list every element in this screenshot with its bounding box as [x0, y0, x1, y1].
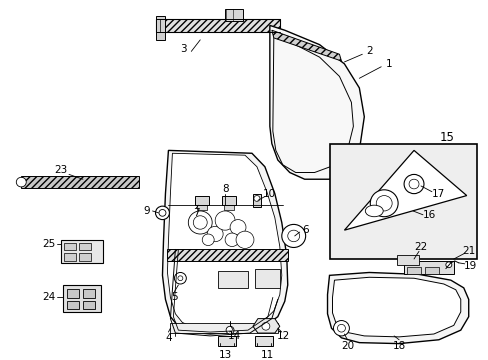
- Circle shape: [281, 224, 305, 247]
- Circle shape: [375, 195, 391, 211]
- Circle shape: [178, 276, 183, 281]
- Bar: [224, 9, 243, 21]
- Text: 1: 1: [385, 59, 392, 69]
- Circle shape: [215, 211, 235, 230]
- Polygon shape: [269, 26, 364, 179]
- Polygon shape: [344, 150, 466, 230]
- Bar: [64, 243, 76, 250]
- Circle shape: [174, 273, 186, 284]
- Circle shape: [445, 262, 451, 268]
- Ellipse shape: [365, 205, 383, 217]
- Text: 20: 20: [340, 341, 353, 351]
- Bar: [63, 285, 101, 312]
- Bar: [79, 243, 91, 250]
- Bar: [61, 240, 102, 263]
- Bar: [21, 176, 138, 188]
- Bar: [218, 271, 247, 288]
- Bar: [67, 289, 79, 298]
- Circle shape: [202, 234, 214, 246]
- Circle shape: [403, 175, 423, 194]
- Circle shape: [193, 216, 207, 229]
- Circle shape: [16, 177, 26, 187]
- Polygon shape: [162, 150, 287, 334]
- Text: 24: 24: [42, 292, 56, 302]
- Circle shape: [224, 233, 239, 247]
- Bar: [83, 301, 95, 309]
- Text: 23: 23: [54, 165, 67, 175]
- Bar: [83, 289, 95, 298]
- Bar: [254, 269, 279, 288]
- Bar: [329, 144, 476, 259]
- Polygon shape: [167, 153, 281, 330]
- Text: 22: 22: [413, 243, 427, 252]
- Circle shape: [262, 323, 269, 330]
- Bar: [403, 261, 453, 274]
- Text: 17: 17: [431, 189, 445, 199]
- Circle shape: [253, 195, 260, 201]
- Bar: [254, 336, 272, 346]
- Text: 19: 19: [463, 261, 476, 271]
- Polygon shape: [167, 249, 287, 261]
- Circle shape: [230, 220, 245, 235]
- Circle shape: [159, 210, 165, 216]
- Text: 10: 10: [263, 189, 276, 199]
- Text: 15: 15: [439, 131, 453, 144]
- Polygon shape: [271, 30, 341, 61]
- Circle shape: [155, 206, 169, 220]
- Text: 5: 5: [171, 292, 177, 302]
- Bar: [252, 194, 261, 207]
- Circle shape: [408, 179, 418, 189]
- Polygon shape: [327, 273, 468, 343]
- Bar: [406, 267, 420, 274]
- Text: 8: 8: [222, 184, 228, 194]
- Text: 14: 14: [227, 331, 240, 341]
- Bar: [224, 205, 234, 210]
- Text: 12: 12: [277, 331, 290, 341]
- Polygon shape: [332, 277, 460, 337]
- Circle shape: [207, 226, 223, 242]
- Text: 25: 25: [42, 239, 56, 249]
- Circle shape: [337, 324, 345, 332]
- Bar: [79, 253, 91, 261]
- Circle shape: [333, 320, 349, 336]
- Circle shape: [188, 211, 212, 234]
- Polygon shape: [252, 319, 279, 333]
- Bar: [424, 267, 438, 274]
- Circle shape: [225, 326, 234, 334]
- Text: 11: 11: [261, 350, 274, 360]
- Text: 18: 18: [392, 341, 405, 351]
- Text: 21: 21: [461, 246, 474, 256]
- Bar: [197, 205, 207, 210]
- Text: 2: 2: [365, 46, 372, 57]
- Bar: [195, 195, 209, 205]
- Bar: [218, 336, 236, 346]
- Circle shape: [369, 190, 397, 217]
- Bar: [222, 195, 236, 205]
- Text: 9: 9: [143, 206, 149, 216]
- Bar: [64, 253, 76, 261]
- Text: 3: 3: [180, 44, 186, 54]
- Polygon shape: [155, 16, 165, 40]
- Circle shape: [287, 230, 299, 242]
- Text: 16: 16: [422, 210, 435, 220]
- Text: 6: 6: [302, 225, 308, 235]
- Bar: [396, 255, 418, 265]
- Text: 7: 7: [193, 208, 199, 218]
- Polygon shape: [155, 19, 279, 32]
- Text: 13: 13: [218, 350, 231, 360]
- Polygon shape: [170, 323, 277, 333]
- Bar: [67, 301, 79, 309]
- Text: 4: 4: [165, 333, 171, 343]
- Circle shape: [236, 231, 253, 248]
